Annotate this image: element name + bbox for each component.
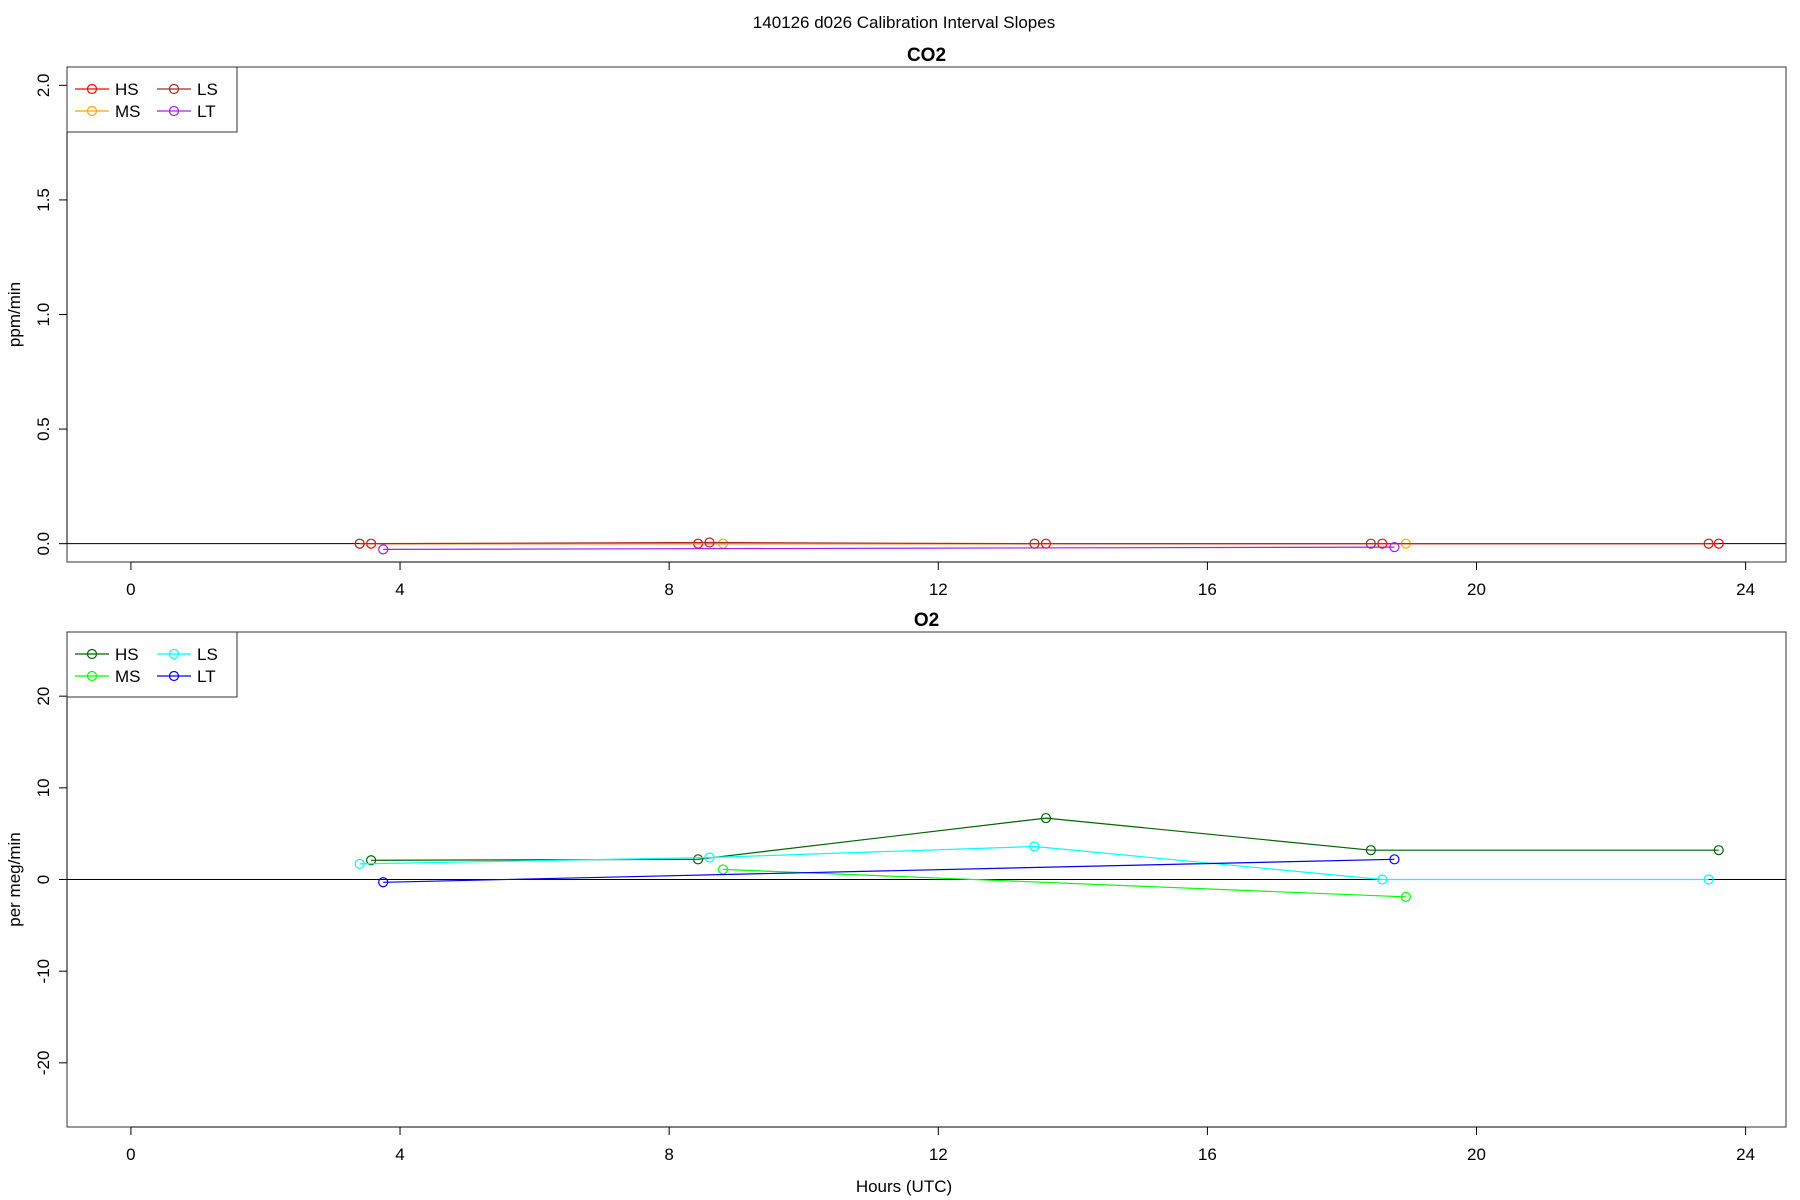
- data-point: [1713, 538, 1724, 549]
- data-point: [1703, 538, 1714, 549]
- x-tick-label: 20: [1467, 580, 1486, 599]
- legend-label: LS: [197, 645, 218, 664]
- series-line: [371, 817, 1719, 861]
- data-point: [1365, 845, 1376, 856]
- legend-label: HS: [115, 80, 139, 99]
- data-point: [1713, 845, 1724, 856]
- panel-title: O2: [914, 610, 939, 631]
- legend-item-ms: MS: [75, 102, 141, 121]
- x-tick-label: 20: [1467, 1145, 1486, 1164]
- data-point: [704, 537, 715, 548]
- data-point: [717, 864, 729, 875]
- data-point: [366, 855, 377, 866]
- data-point: [1400, 891, 1411, 903]
- x-tick-label: 0: [126, 580, 135, 599]
- legend-item-ls: LS: [157, 645, 218, 664]
- x-tick-label: 16: [1198, 580, 1217, 599]
- series-ms: [717, 864, 1411, 903]
- x-tick-label: 4: [395, 580, 404, 599]
- y-tick-label: 0.5: [34, 417, 53, 441]
- legend-swatch-point: [168, 83, 180, 95]
- data-point: [378, 544, 389, 555]
- legend-item-lt: LT: [157, 667, 216, 686]
- y-tick-label: 2.0: [34, 74, 53, 98]
- data-point: [1365, 538, 1376, 549]
- series-line: [359, 845, 1709, 881]
- series-line: [722, 868, 1406, 898]
- legend-swatch-point: [168, 670, 180, 682]
- legend-label: LT: [197, 667, 216, 686]
- legend-swatch-point: [168, 105, 180, 117]
- x-axis-label: Hours (UTC): [856, 1177, 952, 1196]
- series-ls: [354, 841, 1714, 885]
- panel-co2: CO2 ppm/min 0.0 0.5 1.0 1.5 2.0 0 4 8 12 16 20 24 HS MS…: [5, 45, 1787, 599]
- series-hs: [366, 812, 1724, 866]
- y-tick-label: 1.0: [34, 303, 53, 327]
- x-tick-label: 4: [395, 1145, 404, 1164]
- y-tick-label: -10: [34, 959, 53, 984]
- legend-swatch-point: [86, 670, 98, 682]
- data-point: [1040, 812, 1052, 824]
- data-point: [1703, 874, 1714, 885]
- x-tick-label: 8: [664, 1145, 673, 1164]
- x-tick-label: 24: [1736, 580, 1755, 599]
- data-point: [354, 858, 365, 870]
- x-tick-label: 8: [664, 580, 673, 599]
- legend: HS MS LS LT: [66, 631, 238, 698]
- legend-label: MS: [115, 667, 141, 686]
- y-tick-label: 10: [34, 778, 53, 797]
- data-point: [1389, 854, 1400, 865]
- legend-label: LT: [197, 102, 216, 121]
- legend-item-hs: HS: [75, 80, 139, 99]
- data-point: [704, 852, 715, 863]
- legend-swatch-point: [86, 105, 98, 117]
- y-tick-label: 1.5: [34, 188, 53, 212]
- legend-item-lt: LT: [157, 102, 216, 121]
- panel-o2: O2 per meg/min -20 -10 0 10 20 0 4 8 12 16 20 24 HS MS L…: [5, 610, 1787, 1164]
- y-axis-label: ppm/min: [5, 282, 24, 347]
- x-tick-label: 0: [126, 1145, 135, 1164]
- legend-item-hs: HS: [75, 645, 139, 664]
- y-tick-label: 0.0: [34, 532, 53, 556]
- data-point: [354, 538, 365, 549]
- y-tick-label: -20: [34, 1051, 53, 1076]
- legend-box: [66, 631, 238, 698]
- legend-item-ls: LS: [157, 80, 218, 99]
- legend-item-ms: MS: [75, 667, 141, 686]
- series-line: [359, 541, 1709, 545]
- x-tick-label: 12: [929, 1145, 948, 1164]
- y-tick-label: 20: [34, 687, 53, 706]
- data-point: [1389, 542, 1400, 553]
- y-tick-label: 0: [34, 875, 53, 884]
- x-tick-label: 24: [1736, 1145, 1755, 1164]
- data-point: [378, 877, 389, 888]
- series-lt: [378, 542, 1400, 555]
- legend-label: HS: [115, 645, 139, 664]
- legend-label: MS: [115, 102, 141, 121]
- data-point: [692, 854, 704, 865]
- legend: HS MS LS LT: [66, 66, 238, 133]
- series-ls: [354, 537, 1714, 549]
- panel-title: CO2: [907, 45, 946, 66]
- legend-label: LS: [197, 80, 218, 99]
- figure-title: 140126 d026 Calibration Interval Slopes: [753, 13, 1055, 32]
- legend-swatch-point: [168, 648, 180, 660]
- legend-box: [66, 66, 238, 133]
- series-line: [383, 546, 1395, 551]
- data-point: [1029, 841, 1040, 852]
- series-line: [383, 858, 1395, 883]
- legend-swatch-point: [86, 648, 98, 660]
- panels: CO2 ppm/min 0.0 0.5 1.0 1.5 2.0 0 4 8 12 16 20 24 HS MS…: [5, 45, 1787, 1164]
- data-point: [1377, 874, 1388, 885]
- plot-frame: [66, 66, 1787, 563]
- legend-swatch-point: [86, 83, 98, 95]
- x-tick-label: 16: [1198, 1145, 1217, 1164]
- series-lt: [378, 854, 1400, 888]
- x-tick-label: 12: [929, 580, 948, 599]
- y-axis-label: per meg/min: [5, 832, 24, 926]
